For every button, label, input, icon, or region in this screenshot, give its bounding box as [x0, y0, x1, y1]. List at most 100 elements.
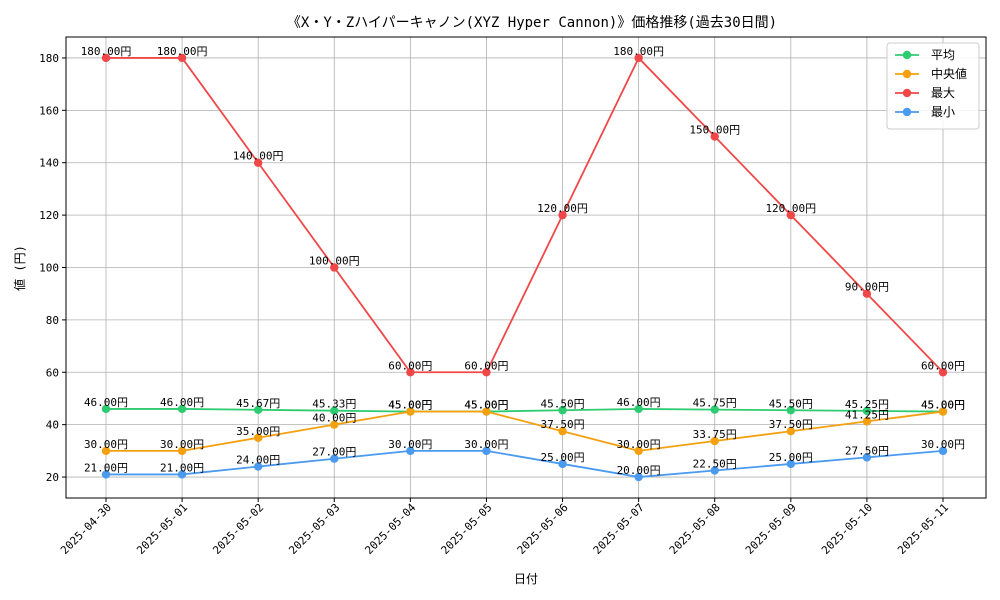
data-label: 20.00円 — [617, 464, 661, 477]
data-label: 100.00円 — [309, 255, 360, 268]
data-label: 45.67円 — [236, 397, 280, 410]
x-tick-label: 2025-04-30 — [58, 501, 114, 557]
data-point — [101, 446, 111, 456]
series-line — [106, 408, 944, 413]
x-axis-ticks: 2025-04-30 2025-05-01 2025-05-02 2025-05-03… — [58, 498, 951, 557]
data-point — [482, 368, 491, 377]
data-label: 180.00円 — [81, 45, 132, 58]
data-point — [330, 420, 339, 429]
data-point — [558, 459, 567, 469]
x-tick-label: 2025-05-06 — [515, 501, 571, 557]
y-tick-label: 20 — [46, 471, 59, 484]
data-point — [862, 417, 872, 426]
data-label: 27.00円 — [312, 446, 356, 459]
data-label: 45.00円 — [388, 399, 432, 412]
series-line — [106, 56, 944, 374]
series-1 — [101, 407, 948, 456]
data-point — [634, 472, 643, 482]
data-labels-layer: 46.00円 46.00円 45.67円 45.33円 45.00円 45.00円 45.5… — [81, 45, 965, 477]
y-tick-label: 160 — [39, 104, 59, 117]
data-label: 33.75円 — [693, 428, 737, 441]
data-label: 140.00円 — [233, 150, 284, 163]
data-label: 45.50円 — [769, 397, 813, 410]
data-point — [710, 405, 719, 414]
data-label: 60.00円 — [464, 359, 508, 372]
data-point — [786, 210, 796, 220]
data-label: 30.00円 — [160, 438, 204, 451]
x-axis-label: 日付 — [514, 572, 538, 586]
data-point — [938, 446, 948, 456]
data-point — [101, 470, 111, 479]
x-tick-label: 2025-05-07 — [591, 501, 647, 557]
data-point — [786, 427, 796, 436]
y-tick-label: 60 — [46, 366, 59, 379]
data-point — [330, 406, 339, 415]
x-tick-label: 2025-05-02 — [210, 501, 266, 557]
legend-box — [886, 42, 980, 130]
data-label: 21.00円 — [84, 461, 128, 474]
series-0 — [101, 404, 948, 416]
data-point — [558, 210, 567, 220]
data-label: 21.00円 — [160, 461, 204, 474]
data-point — [710, 132, 719, 141]
data-point — [253, 158, 263, 167]
data-point — [634, 446, 643, 456]
data-point — [710, 436, 719, 446]
data-point — [634, 404, 643, 414]
data-label: 41.25円 — [845, 408, 889, 421]
data-point — [938, 407, 948, 416]
x-tick-label: 2025-05-01 — [134, 501, 190, 557]
data-label: 180.00円 — [157, 45, 208, 58]
data-label: 37.50円 — [540, 418, 584, 431]
data-point — [406, 407, 415, 416]
data-point — [177, 470, 187, 479]
data-point — [253, 405, 263, 415]
data-point — [406, 446, 415, 456]
data-point — [862, 453, 872, 462]
y-axis-ticks: 20 40 60 80 100 120 140 160 180 — [39, 52, 66, 484]
data-point — [101, 53, 111, 63]
data-point — [101, 404, 111, 414]
data-label: 60.00円 — [388, 359, 432, 372]
grid-lines — [66, 37, 986, 498]
legend-marker — [902, 50, 912, 60]
data-point — [177, 53, 187, 63]
data-label: 30.00円 — [617, 438, 661, 451]
data-point — [786, 406, 796, 415]
legend-label: 最小 — [931, 105, 955, 119]
data-point — [862, 289, 872, 298]
data-point — [330, 454, 339, 463]
y-tick-label: 40 — [46, 419, 59, 432]
x-tick-label: 2025-05-04 — [362, 501, 418, 557]
data-point — [330, 263, 339, 272]
y-tick-label: 180 — [39, 52, 59, 65]
x-tick-label: 2025-05-08 — [667, 501, 723, 557]
data-point — [710, 466, 719, 475]
data-point — [558, 427, 567, 436]
data-label: 22.50円 — [693, 457, 737, 470]
series-line — [106, 410, 944, 452]
data-label: 25.00円 — [769, 451, 813, 464]
data-label: 45.33円 — [312, 398, 356, 411]
data-label: 24.00円 — [236, 454, 280, 467]
y-tick-label: 100 — [39, 262, 59, 275]
data-label: 120.00円 — [765, 202, 816, 215]
series-line — [106, 449, 944, 478]
series-3 — [101, 446, 948, 482]
data-label: 45.00円 — [464, 399, 508, 412]
data-point — [558, 406, 567, 415]
data-point — [862, 406, 872, 416]
data-label: 35.00円 — [236, 425, 280, 438]
series-layer — [101, 53, 948, 482]
data-label: 45.00円 — [921, 399, 965, 412]
legend-marker — [902, 88, 912, 98]
data-point — [177, 446, 187, 456]
data-label: 150.00円 — [689, 124, 740, 137]
chart-title: 《X・Y・Zハイパーキャノン(XYZ Hyper Cannon)》価格推移(過去… — [287, 15, 777, 31]
legend-marker — [902, 69, 912, 79]
x-tick-label: 2025-05-10 — [819, 501, 875, 557]
data-point — [786, 459, 796, 469]
series-2 — [101, 53, 948, 377]
